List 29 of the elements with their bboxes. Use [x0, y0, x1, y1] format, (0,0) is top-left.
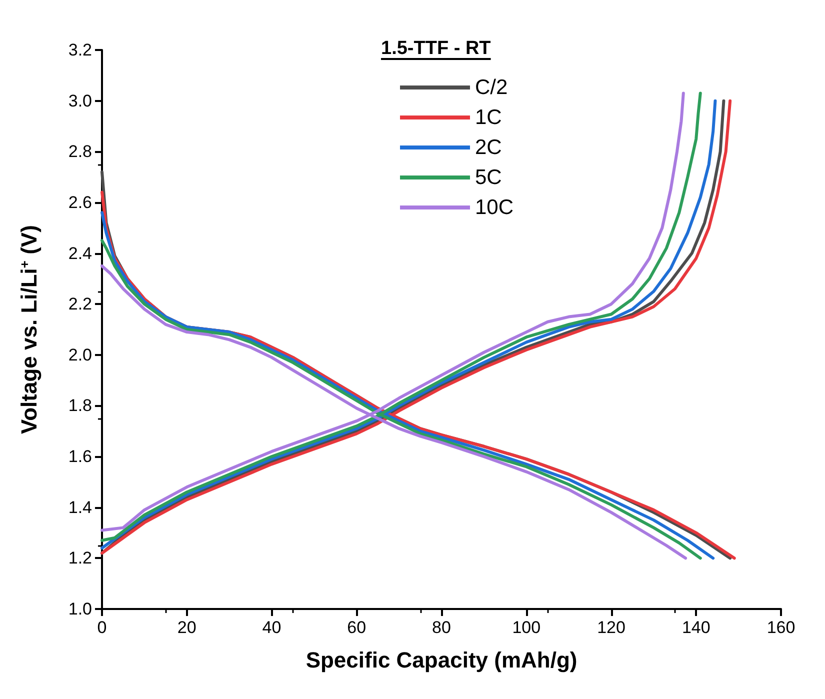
y-tick-label: 2.6 [68, 192, 92, 212]
y-tick-label: 1.8 [68, 396, 92, 416]
y-tick-label: 2.8 [68, 142, 92, 162]
y-tick-label: 1.2 [68, 548, 92, 568]
x-tick-label: 60 [347, 618, 366, 637]
y-axis-title: Voltage vs. Li/Li+ (V) [16, 225, 42, 434]
x-tick-label: 100 [512, 618, 541, 637]
x-tick-label: 160 [766, 618, 796, 637]
x-tick-label: 80 [432, 618, 451, 637]
x-tick-label: 140 [682, 618, 710, 637]
y-tick-label: 1.0 [68, 600, 92, 618]
legend-title: 1.5-TTF - RT [381, 38, 491, 60]
x-tick-label: 20 [177, 618, 196, 637]
legend-label: 5C [475, 166, 502, 189]
y-tick-label: 2.2 [68, 294, 92, 314]
y-tick-label: 3.0 [68, 91, 92, 110]
x-tick-label: 0 [97, 618, 107, 637]
x-tick-label: 40 [262, 618, 282, 637]
x-tick-label: 120 [597, 618, 626, 637]
y-tick-label: 2.4 [68, 244, 92, 263]
x-axis-title: Specific Capacity (mAh/g) [306, 648, 578, 672]
y-tick-label: 2.0 [68, 345, 92, 364]
legend-label: 10C [475, 196, 514, 219]
y-tick-label: 1.4 [68, 498, 92, 517]
legend-label: 1C [475, 106, 502, 129]
legend-label: 2C [475, 136, 502, 159]
y-tick-label: 1.6 [68, 447, 92, 466]
legend-label: C/2 [475, 76, 508, 99]
y-tick-label: 3.2 [68, 40, 92, 60]
